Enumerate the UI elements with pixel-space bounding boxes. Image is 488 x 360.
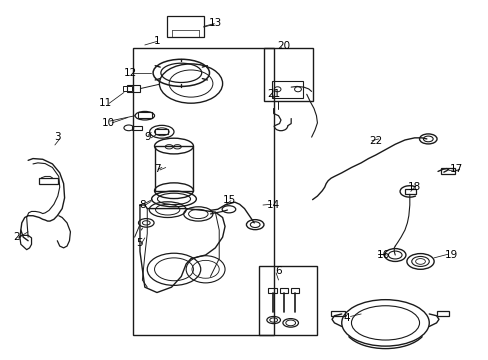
- Bar: [137, 112, 152, 118]
- Bar: [131, 126, 142, 130]
- Text: 22: 22: [368, 136, 382, 146]
- Text: 9: 9: [143, 132, 150, 142]
- Text: 10: 10: [102, 118, 115, 128]
- Text: 7: 7: [153, 164, 160, 174]
- Text: 11: 11: [99, 98, 112, 108]
- Bar: [39, 178, 58, 184]
- Bar: [154, 129, 168, 134]
- Bar: [264, 48, 312, 102]
- Text: 16: 16: [376, 250, 389, 260]
- Text: 15: 15: [223, 195, 236, 204]
- Text: 13: 13: [208, 18, 222, 28]
- Text: 21: 21: [266, 89, 280, 99]
- Bar: [404, 189, 415, 194]
- Text: 12: 12: [123, 68, 137, 78]
- Bar: [290, 288, 299, 293]
- Bar: [259, 266, 317, 336]
- Text: 20: 20: [276, 41, 289, 51]
- Bar: [279, 288, 287, 293]
- Bar: [441, 168, 454, 174]
- Text: 5: 5: [136, 238, 143, 248]
- Text: 17: 17: [448, 164, 462, 174]
- Text: 14: 14: [266, 200, 280, 210]
- Text: 6: 6: [275, 266, 281, 276]
- Bar: [122, 86, 131, 91]
- Text: 1: 1: [153, 36, 160, 46]
- Text: 3: 3: [54, 132, 61, 142]
- Bar: [271, 81, 303, 98]
- Bar: [166, 17, 203, 37]
- Bar: [132, 48, 273, 336]
- Text: 2: 2: [14, 232, 20, 242]
- Bar: [436, 311, 448, 316]
- Text: 8: 8: [139, 200, 145, 210]
- Bar: [268, 288, 277, 293]
- Bar: [330, 311, 344, 316]
- Bar: [126, 85, 140, 93]
- Text: 18: 18: [407, 182, 421, 192]
- Text: 4: 4: [343, 312, 349, 323]
- Bar: [154, 146, 193, 191]
- Text: 19: 19: [444, 250, 457, 260]
